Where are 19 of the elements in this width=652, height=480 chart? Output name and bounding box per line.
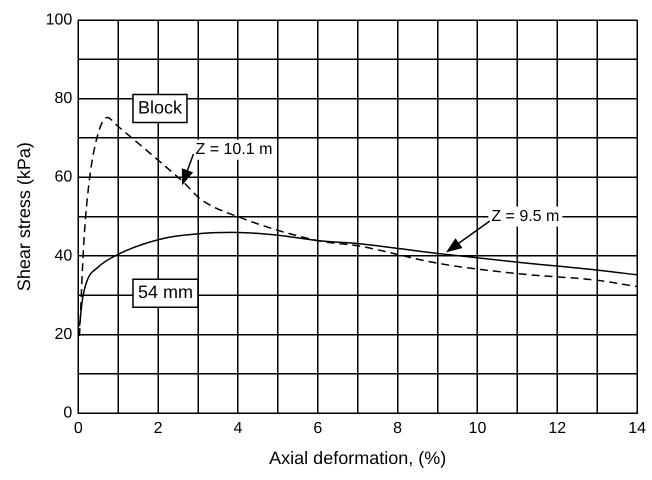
x-tick-label: 10 (468, 420, 486, 438)
x-tick-label: 12 (548, 420, 566, 438)
y-tick-label: 60 (54, 168, 72, 186)
y-tick-label: 20 (54, 326, 72, 343)
y-tick-label: 0 (63, 404, 72, 422)
x-tick-label: 8 (393, 420, 402, 438)
series-label: Block (138, 97, 183, 118)
x-tick-label: 14 (628, 420, 646, 438)
y-tick-label: 40 (54, 247, 72, 264)
y-tick-label: 80 (54, 90, 72, 108)
annotation: Z = 10.1 m (196, 141, 272, 158)
x-tick-label: 4 (234, 420, 242, 438)
x-tick-label: 6 (313, 420, 322, 438)
series-label: 54 mm (138, 282, 193, 302)
x-axis-title: Axial deformation, (%) (269, 448, 446, 468)
y-axis-title: Shear stress (kPa) (14, 142, 34, 292)
annotation: Z = 9.5 m (491, 208, 560, 226)
y-tick-label: 100 (46, 11, 72, 28)
x-tick-label: 2 (154, 420, 163, 438)
